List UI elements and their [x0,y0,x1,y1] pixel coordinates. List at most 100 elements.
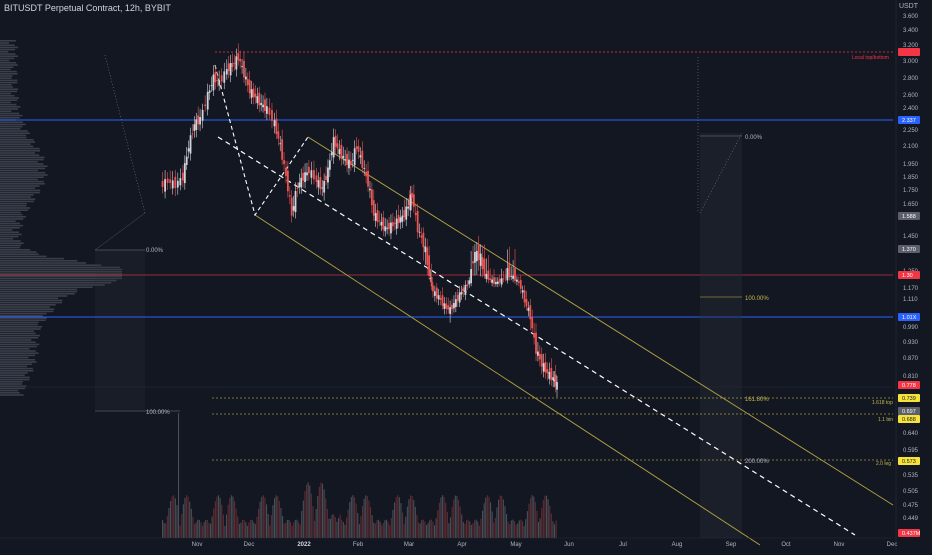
volume-bar [314,520,316,538]
volume-bar [165,523,167,538]
price-tick-label: 1.110 [903,297,918,303]
volume-profile-bar [0,381,23,383]
candle-body [281,139,284,160]
volume-profile-bar [0,277,122,280]
price-tag-label: 0.688 [902,417,916,423]
fib-label-100: 100.00% [745,296,769,302]
volume-bar [378,519,380,538]
volume-bar [341,519,343,538]
candle-body [487,270,490,280]
volume-profile-bar [0,323,38,326]
volume-bar [365,495,367,538]
candle-body [264,99,266,112]
volume-profile-bar [0,70,17,73]
volume-bar [222,514,224,538]
volume-bar [536,510,538,538]
volume-bar [506,514,508,538]
volume-profile-bar [0,57,15,60]
price-tick-label: 0.640 [903,431,919,437]
volume-bar [323,489,325,538]
volume-profile-bar [0,132,30,134]
volume-profile-bar [0,306,50,308]
volume-bar [456,495,458,538]
candle-body [391,222,394,227]
volume-bar [234,501,236,538]
volume-profile-bar [0,196,31,198]
volume-profile-bar [0,339,32,341]
candle-body [502,278,505,280]
volume-bar [421,520,423,538]
volume-profile-bar [0,141,36,143]
volume-profile-bar [0,345,37,348]
volume-profile-bar [0,268,122,271]
candle-body [210,85,213,87]
candle-body [298,182,301,188]
volume-profile-bar [0,86,13,88]
candle-body [489,278,492,281]
volume-profile-bar [0,326,43,328]
volume-profile-bar [0,81,18,84]
volume-profile-bar [0,264,102,266]
price-tag-label: 0.778 [902,383,916,389]
volume-bar [413,500,415,538]
volume-profile-bar [0,176,44,178]
volume-profile-bar [0,103,17,106]
candle-body [521,290,524,293]
volume-profile-bar [0,101,11,104]
volume-profile-bar [0,271,122,273]
candle-body [241,66,243,67]
volume-bar [221,504,223,538]
time-tick-label: Dec [887,542,898,548]
chart-title: BITUSDT Perpetual Contract, 12h, BYBIT [4,3,171,13]
volume-bar [330,518,332,538]
volume-bar [514,521,516,538]
volume-profile-bar [0,165,48,167]
volume-profile-bar [0,211,21,214]
volume-bar [442,495,444,538]
volume-bar [437,510,439,538]
volume-profile-bar [0,235,19,238]
volume-bar [285,522,287,538]
candle-body [386,227,389,229]
candle-body [342,155,345,159]
price-tag-bg [898,407,920,415]
volume-profile-bar [0,150,41,152]
candle-body [493,277,495,284]
candle-body [306,172,308,176]
volume-profile-bar [0,161,38,163]
left-fib-label-100: 100.00% [146,410,170,416]
candle-body [265,106,268,114]
volume-profile-bar [0,114,23,117]
volume-bar [250,519,252,538]
volume-profile-bar [0,136,27,139]
volume-bar [339,514,341,538]
volume-profile-bar [0,46,18,49]
candle-body [548,371,551,379]
volume-bar [374,523,376,538]
volume-bar [240,522,242,538]
volume-bar [448,523,450,538]
candle-body [395,218,398,229]
candle-body [317,180,320,188]
volume-profile-bar [0,299,63,302]
candle-body [441,295,444,306]
volume-profile-bar [0,134,27,137]
candle-body [243,60,245,78]
volume-bar [301,510,303,538]
time-tick-label: Mar [404,542,414,548]
time-tick-label: Nov [192,542,203,548]
volume-profile-bar [0,198,36,200]
volume-bar [507,521,509,538]
candle-body [315,175,318,182]
volume-profile-bar [0,273,122,275]
candle-body [384,226,387,232]
candle-body [332,137,335,158]
volume-profile-bar [0,359,35,361]
volume-bar [362,506,364,538]
volume-profile-bar [0,180,44,183]
candle-body [481,257,484,270]
volume-bar [397,495,399,538]
price-tag-bg [898,415,920,423]
